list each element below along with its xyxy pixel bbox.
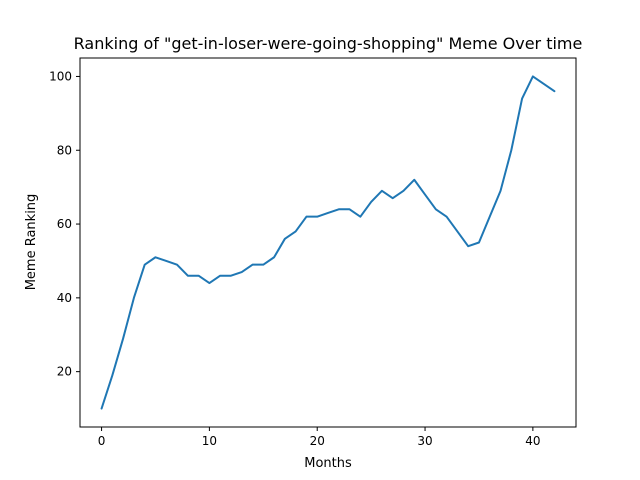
x-tick-label: 0: [98, 434, 106, 448]
x-tick-label: 30: [417, 434, 432, 448]
y-tick-label: 100: [49, 69, 72, 83]
x-tick-label: 10: [202, 434, 217, 448]
x-axis-label: Months: [304, 456, 352, 471]
x-axis: 0 10 20 30 40: [98, 427, 541, 448]
y-tick-label: 20: [57, 365, 72, 379]
y-tick-label: 40: [57, 291, 72, 305]
series-layer: [100, 75, 556, 410]
x-tick-label: 20: [310, 434, 325, 448]
y-tick-label: 60: [57, 217, 72, 231]
y-axis: 20 40 60 80 100: [49, 69, 80, 379]
series-line: [100, 75, 556, 410]
plot-area-frame: [79, 57, 577, 428]
y-tick-label: 80: [57, 143, 72, 157]
y-axis-label: Meme Ranking: [24, 194, 39, 291]
chart-title: Ranking of "get-in-loser-were-going-shop…: [74, 34, 583, 53]
x-tick-label: 40: [525, 434, 540, 448]
